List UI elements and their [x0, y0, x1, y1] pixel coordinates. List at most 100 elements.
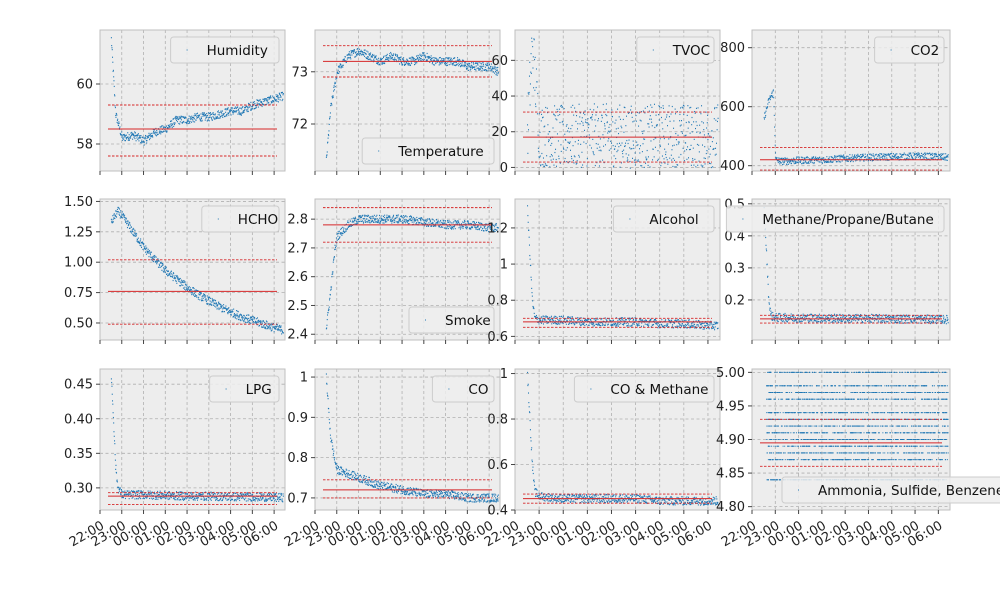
data-point	[580, 166, 582, 169]
data-point	[872, 314, 874, 316]
data-point	[645, 162, 647, 164]
data-point	[394, 219, 396, 221]
data-point	[546, 322, 548, 324]
data-point	[618, 318, 620, 320]
data-point	[689, 132, 691, 134]
data-point	[426, 223, 428, 225]
data-point	[492, 224, 494, 227]
data-point	[707, 324, 709, 326]
data-point	[443, 59, 445, 62]
data-point	[129, 137, 131, 139]
data-point	[350, 58, 352, 60]
data-point	[128, 137, 130, 139]
data-point	[203, 114, 205, 116]
data-point	[393, 219, 395, 221]
data-point	[175, 280, 177, 282]
data-point	[354, 223, 356, 225]
data-point	[912, 315, 914, 318]
data-point	[484, 66, 486, 68]
data-point	[402, 217, 404, 219]
data-point	[841, 320, 843, 323]
data-point	[913, 320, 915, 322]
data-point	[607, 140, 609, 142]
data-point	[612, 145, 614, 147]
data-point	[431, 57, 433, 59]
data-point	[806, 156, 808, 158]
data-point	[336, 233, 338, 235]
data-point	[424, 57, 426, 59]
data-point	[797, 161, 799, 163]
data-point	[662, 128, 664, 130]
data-point	[183, 281, 185, 284]
data-point	[252, 315, 254, 318]
data-point	[796, 321, 798, 323]
data-point	[611, 142, 613, 144]
data-point	[218, 117, 220, 119]
data-point	[381, 219, 383, 221]
data-point	[712, 166, 714, 168]
data-point	[935, 154, 937, 156]
data-point	[636, 323, 638, 325]
data-point	[453, 221, 455, 223]
data-point	[375, 215, 377, 218]
data-point	[865, 315, 867, 317]
data-point	[568, 323, 570, 325]
data-point	[333, 86, 335, 89]
data-point	[210, 113, 212, 115]
data-point	[364, 52, 366, 54]
data-point	[242, 320, 244, 322]
data-point	[832, 315, 834, 317]
data-point	[157, 266, 159, 268]
data-point	[146, 140, 148, 142]
data-point	[899, 153, 901, 155]
data-point	[590, 117, 592, 119]
data-point	[469, 65, 471, 67]
data-point	[584, 121, 586, 123]
data-point	[667, 143, 669, 145]
data-point	[459, 59, 461, 61]
data-point	[699, 131, 701, 133]
data-point	[387, 219, 389, 221]
data-point	[263, 324, 265, 327]
data-point	[808, 321, 810, 323]
data-point	[133, 135, 135, 137]
data-point	[441, 221, 443, 224]
data-point	[785, 158, 787, 160]
data-point	[464, 64, 466, 66]
data-point	[661, 162, 663, 164]
data-point	[528, 75, 530, 77]
data-point	[467, 226, 469, 228]
data-point	[461, 223, 463, 225]
data-point	[359, 217, 361, 219]
data-point	[874, 154, 876, 156]
data-point	[146, 250, 148, 252]
data-point	[384, 219, 386, 221]
data-point	[114, 95, 116, 97]
data-point	[339, 236, 341, 238]
data-point	[604, 324, 606, 326]
data-point	[460, 62, 462, 64]
data-point	[484, 223, 486, 225]
data-point	[649, 115, 651, 117]
data-point	[943, 158, 945, 161]
data-point	[884, 156, 886, 158]
data-point	[193, 118, 195, 120]
data-point	[621, 142, 623, 144]
data-point	[123, 216, 125, 218]
data-point	[171, 273, 173, 275]
data-point	[397, 214, 399, 216]
data-point	[153, 261, 155, 263]
data-point	[411, 56, 413, 58]
data-point	[281, 91, 283, 94]
data-point	[225, 111, 227, 113]
data-point	[366, 221, 368, 223]
data-point	[633, 322, 635, 324]
data-point	[642, 132, 644, 135]
data-point	[557, 110, 559, 113]
data-point	[401, 222, 403, 224]
data-point	[850, 156, 852, 158]
data-point	[166, 273, 168, 275]
data-point	[488, 222, 490, 225]
data-point	[680, 324, 682, 326]
data-point	[579, 322, 581, 324]
